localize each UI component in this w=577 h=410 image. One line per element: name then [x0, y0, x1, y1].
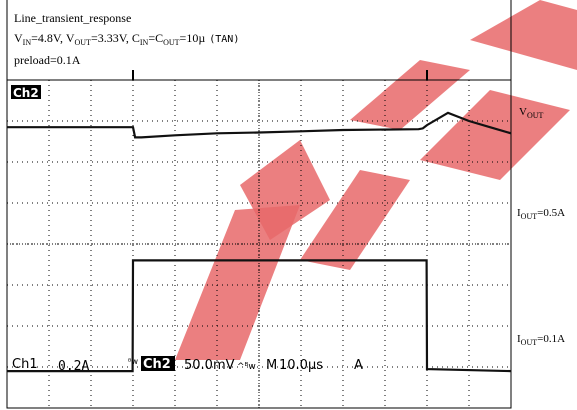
ch1-label: Ch1 [12, 357, 38, 372]
eepw-watermark-logo [175, 0, 577, 360]
iout-01-label: IOUT=0.1A [517, 333, 565, 347]
chart-title: Line_transient_response [14, 11, 131, 25]
ch2-scale: 50.0mV [184, 358, 235, 373]
timebase-prefix: M [266, 358, 277, 373]
timebase-value: 10.0µs [279, 358, 323, 373]
preload-label: preload=0.1A [14, 53, 81, 67]
vout-trace [7, 111, 512, 139]
iout-trace [7, 259, 512, 373]
ch2-readout-box [141, 356, 175, 371]
vout-label: VOUT [519, 106, 544, 120]
ch2-marker-label: Ch2 [13, 86, 39, 100]
ch2-readout-label: Ch2 [143, 357, 171, 372]
iout-05-label: IOUT=0.5A [517, 207, 565, 221]
ch2-prefix: ᴮw [128, 357, 138, 366]
ch2-suffix: ^ᴮw [237, 362, 256, 372]
traces-group [7, 70, 512, 373]
trigger-label: A [354, 358, 363, 373]
scope-readout: Ch1 0.2A ᴮw Ch2 50.0mV ^ᴮw M 10.0µs A [12, 356, 363, 374]
ch1-scale: 0.2A [58, 359, 89, 374]
ch2-marker-box [11, 85, 41, 99]
conditions-line: VIN=4.8V, VOUT=3.33V, CIN=COUT=10µ (TAN) [14, 31, 239, 47]
